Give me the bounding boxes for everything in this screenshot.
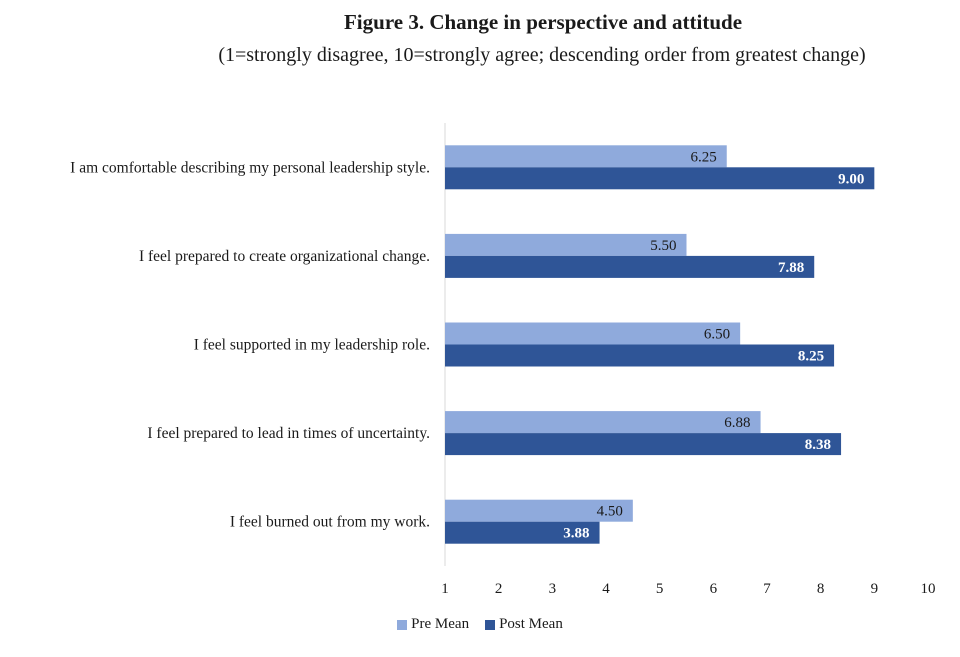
x-tick-label: 3 <box>549 581 557 597</box>
bar-pre-mean <box>445 145 727 168</box>
bar-pre-mean <box>445 322 741 345</box>
data-label-pre: 4.50 <box>597 504 623 520</box>
x-tick-label: 5 <box>656 581 664 597</box>
legend-item-pre: Pre Mean <box>397 616 469 633</box>
x-tick-label: 7 <box>763 581 771 597</box>
data-label-post: 8.25 <box>798 349 824 365</box>
bar-post-mean <box>445 255 815 278</box>
legend-item-post: Post Mean <box>485 616 563 633</box>
bar-post-mean <box>445 167 875 190</box>
chart-subtitle: (1=strongly disagree, 10=strongly agree;… <box>218 44 866 66</box>
data-label-pre: 6.88 <box>724 415 750 431</box>
data-label-post: 8.38 <box>805 437 831 453</box>
data-label-pre: 6.25 <box>691 149 717 165</box>
category-label: I feel prepared to create organizational… <box>139 248 430 265</box>
legend-label-pre: Pre Mean <box>411 616 470 632</box>
x-tick-label: 4 <box>602 581 610 597</box>
chart-title: Figure 3. Change in perspective and atti… <box>343 10 743 34</box>
x-tick-label: 1 <box>441 581 449 597</box>
legend-swatch-pre <box>397 619 408 630</box>
legend-label-post: Post Mean <box>499 616 563 632</box>
legend: Pre Mean Post Mean <box>0 616 960 633</box>
data-label-post: 7.88 <box>778 260 804 276</box>
x-tick-label: 8 <box>817 581 825 597</box>
data-label-pre: 6.50 <box>704 327 730 343</box>
category-label: I feel burned out from my work. <box>230 514 430 531</box>
x-tick-label: 2 <box>495 581 503 597</box>
bar-pre-mean <box>445 499 633 522</box>
data-label-pre: 5.50 <box>650 238 676 254</box>
bar-pre-mean <box>445 411 761 434</box>
data-label-post: 9.00 <box>838 171 864 187</box>
x-tick-label: 6 <box>710 581 718 597</box>
data-label-post: 3.88 <box>563 526 589 542</box>
bar-post-mean <box>445 433 842 456</box>
category-label: I am comfortable describing my personal … <box>70 159 430 176</box>
legend-swatch-post <box>485 619 496 630</box>
bar-post-mean <box>445 344 835 367</box>
bar-pre-mean <box>445 233 687 256</box>
category-label: I feel prepared to lead in times of unce… <box>147 425 430 442</box>
x-tick-label: 10 <box>921 581 936 597</box>
category-label: I feel supported in my leadership role. <box>194 337 430 354</box>
bar-post-mean <box>445 521 600 544</box>
x-tick-label: 9 <box>871 581 879 597</box>
